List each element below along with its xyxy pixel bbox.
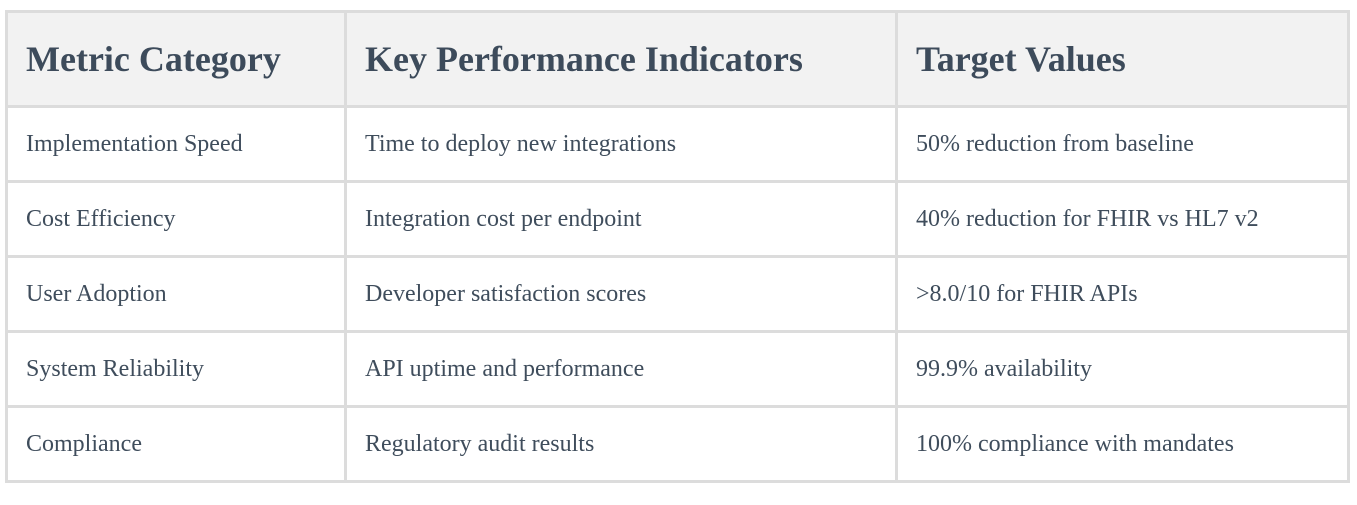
table-row: Cost Efficiency Integration cost per endp… [5,180,1350,258]
header-cell: Key Performance Indicators [344,10,898,108]
table-cell: 50% reduction from baseline [895,105,1350,183]
table-header: Metric Category Key Performance Indicator… [5,10,1350,108]
table-row: Implementation Speed Time to deploy new i… [5,105,1350,183]
table-cell: 40% reduction for FHIR vs HL7 v2 [895,180,1350,258]
table-cell: User Adoption [5,255,347,333]
table-cell: Implementation Speed [5,105,347,183]
header-row: Metric Category Key Performance Indicator… [5,10,1350,108]
table-cell: Integration cost per endpoint [344,180,898,258]
header-cell: Metric Category [5,10,347,108]
table-cell: API uptime and performance [344,330,898,408]
table-cell: System Reliability [5,330,347,408]
table-cell: 99.9% availability [895,330,1350,408]
table-row: System Reliability API uptime and perform… [5,330,1350,408]
table-row: User Adoption Developer satisfaction scor… [5,255,1350,333]
table-cell: Regulatory audit results [344,405,898,483]
table-body: Implementation Speed Time to deploy new i… [5,105,1350,483]
table-cell: Compliance [5,405,347,483]
kpi-table: Metric Category Key Performance Indicator… [5,10,1350,483]
table-cell: 100% compliance with mandates [895,405,1350,483]
table-cell: Cost Efficiency [5,180,347,258]
header-cell: Target Values [895,10,1350,108]
table-cell: >8.0/10 for FHIR APIs [895,255,1350,333]
table-cell: Time to deploy new integrations [344,105,898,183]
table-row: Compliance Regulatory audit results 100% c… [5,405,1350,483]
table-cell: Developer satisfaction scores [344,255,898,333]
